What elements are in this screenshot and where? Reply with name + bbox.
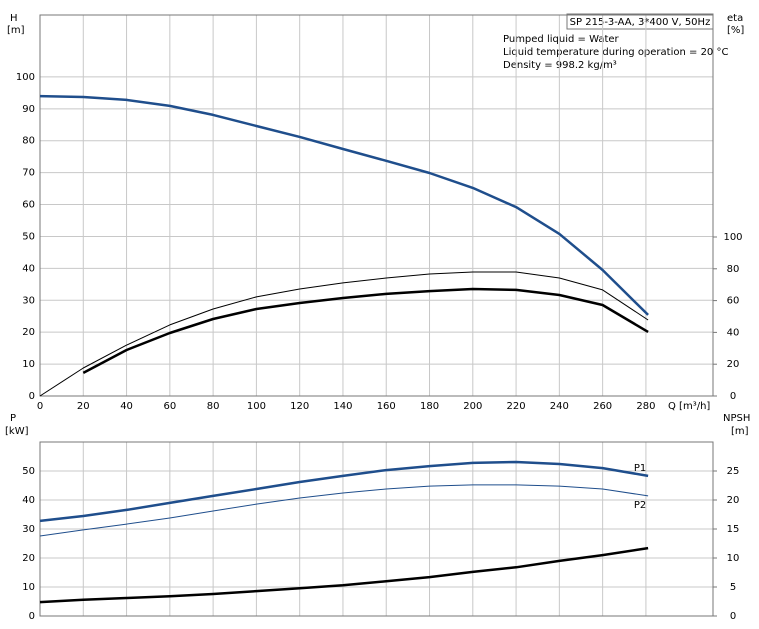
y-tick-label: 30 bbox=[22, 295, 35, 306]
y-tick-label: 50 bbox=[22, 231, 35, 242]
x-tick-label: 80 bbox=[207, 401, 220, 412]
y-tick-label: 70 bbox=[22, 168, 35, 179]
y-tick-label: 10 bbox=[22, 359, 35, 370]
x-tick-label: 120 bbox=[290, 401, 309, 412]
y2-axis-unit: [%] bbox=[727, 25, 744, 36]
y-tick-label: 50 bbox=[22, 466, 35, 477]
y2-tick-label: 10 bbox=[727, 553, 740, 564]
x-tick-label: 160 bbox=[377, 401, 396, 412]
curve bbox=[39, 460, 649, 523]
curve-label: P2 bbox=[634, 500, 646, 511]
x-tick-label: 20 bbox=[77, 401, 90, 412]
annotation: Density = 998.2 kg/m³ bbox=[503, 60, 617, 71]
y2-axis-label: eta bbox=[727, 13, 743, 24]
x-tick-label: 260 bbox=[593, 401, 612, 412]
y2-tick-label: 0 bbox=[730, 391, 736, 402]
y-tick-label: 90 bbox=[22, 104, 35, 115]
y-tick-label: 40 bbox=[22, 263, 35, 274]
x-tick-label: 60 bbox=[163, 401, 176, 412]
x-tick-label: 280 bbox=[636, 401, 655, 412]
y2-axis-unit: [m] bbox=[731, 426, 749, 437]
y-axis-unit: [m] bbox=[7, 25, 25, 36]
x-axis-label: Q [m³/h] bbox=[668, 401, 710, 412]
y2-tick-label: 0 bbox=[730, 611, 736, 622]
x-tick-label: 200 bbox=[463, 401, 482, 412]
y-tick-label: 40 bbox=[22, 495, 35, 506]
y-axis-unit: [kW] bbox=[5, 426, 29, 437]
y2-axis-label: NPSH bbox=[723, 413, 750, 424]
y-tick-label: 30 bbox=[22, 524, 35, 535]
y-axis-label: H bbox=[10, 13, 18, 24]
x-tick-label: 220 bbox=[507, 401, 526, 412]
curve bbox=[39, 271, 649, 397]
annotation: Liquid temperature during operation = 20… bbox=[503, 47, 728, 58]
y-axis-label: P bbox=[10, 413, 16, 424]
y-tick-label: 10 bbox=[22, 582, 35, 593]
y2-tick-label: 5 bbox=[730, 582, 736, 593]
curve bbox=[39, 94, 649, 316]
x-tick-label: 100 bbox=[247, 401, 266, 412]
plot-frame bbox=[39, 441, 714, 617]
x-tick-label: 180 bbox=[420, 401, 439, 412]
curve bbox=[39, 546, 649, 604]
y-tick-label: 100 bbox=[16, 72, 35, 83]
y2-tick-label: 80 bbox=[727, 264, 740, 275]
x-tick-label: 0 bbox=[37, 401, 43, 412]
y-tick-label: 0 bbox=[29, 391, 35, 402]
y2-tick-label: 40 bbox=[727, 327, 740, 338]
y2-tick-label: 100 bbox=[723, 232, 742, 243]
annotation: Pumped liquid = Water bbox=[503, 34, 620, 45]
x-tick-label: 140 bbox=[333, 401, 352, 412]
x-tick-label: 40 bbox=[120, 401, 133, 412]
x-tick-label: 240 bbox=[550, 401, 569, 412]
y2-tick-label: 20 bbox=[727, 495, 740, 506]
y-tick-label: 0 bbox=[29, 611, 35, 622]
curve bbox=[82, 287, 649, 375]
y2-tick-label: 20 bbox=[727, 359, 740, 370]
y-tick-label: 20 bbox=[22, 327, 35, 338]
plot-frame bbox=[39, 14, 714, 397]
curve-label: P1 bbox=[634, 463, 646, 474]
chart-title: SP 215-3-AA, 3*400 V, 50Hz bbox=[570, 17, 711, 28]
y-tick-label: 20 bbox=[22, 553, 35, 564]
y2-tick-label: 25 bbox=[727, 466, 740, 477]
curve bbox=[39, 484, 649, 537]
y2-tick-label: 15 bbox=[727, 524, 740, 535]
y2-tick-label: 60 bbox=[727, 296, 740, 307]
y-tick-label: 80 bbox=[22, 136, 35, 147]
y-tick-label: 60 bbox=[22, 200, 35, 211]
